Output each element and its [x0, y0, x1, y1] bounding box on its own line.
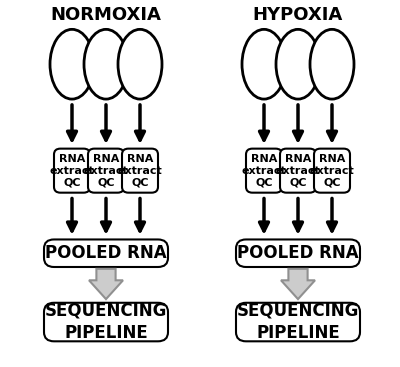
Ellipse shape — [118, 29, 162, 99]
Text: RNA
extract
QC: RNA extract QC — [276, 154, 320, 188]
Text: POOLED RNA: POOLED RNA — [237, 244, 359, 262]
FancyBboxPatch shape — [280, 149, 316, 193]
Text: SEQUENCING
PIPELINE: SEQUENCING PIPELINE — [237, 302, 359, 342]
Ellipse shape — [50, 29, 94, 99]
Ellipse shape — [310, 29, 354, 99]
Ellipse shape — [84, 29, 128, 99]
Text: HYPOXIA: HYPOXIA — [253, 6, 343, 24]
Ellipse shape — [242, 29, 286, 99]
FancyBboxPatch shape — [54, 149, 90, 193]
FancyBboxPatch shape — [246, 149, 282, 193]
FancyBboxPatch shape — [314, 149, 350, 193]
Text: RNA
extract
QC: RNA extract QC — [118, 154, 162, 188]
FancyBboxPatch shape — [236, 239, 360, 267]
Text: SEQUENCING
PIPELINE: SEQUENCING PIPELINE — [45, 302, 167, 342]
FancyBboxPatch shape — [44, 303, 168, 341]
Polygon shape — [89, 269, 123, 299]
Polygon shape — [281, 269, 315, 299]
Text: RNA
extract
QC: RNA extract QC — [84, 154, 128, 188]
FancyBboxPatch shape — [44, 239, 168, 267]
Text: POOLED RNA: POOLED RNA — [45, 244, 167, 262]
Text: RNA
extract
QC: RNA extract QC — [310, 154, 354, 188]
FancyBboxPatch shape — [122, 149, 158, 193]
Ellipse shape — [276, 29, 320, 99]
Text: RNA
extract
QC: RNA extract QC — [242, 154, 286, 188]
Text: NORMOXIA: NORMOXIA — [50, 6, 162, 24]
Text: RNA
extract
QC: RNA extract QC — [50, 154, 94, 188]
FancyBboxPatch shape — [88, 149, 124, 193]
FancyBboxPatch shape — [236, 303, 360, 341]
